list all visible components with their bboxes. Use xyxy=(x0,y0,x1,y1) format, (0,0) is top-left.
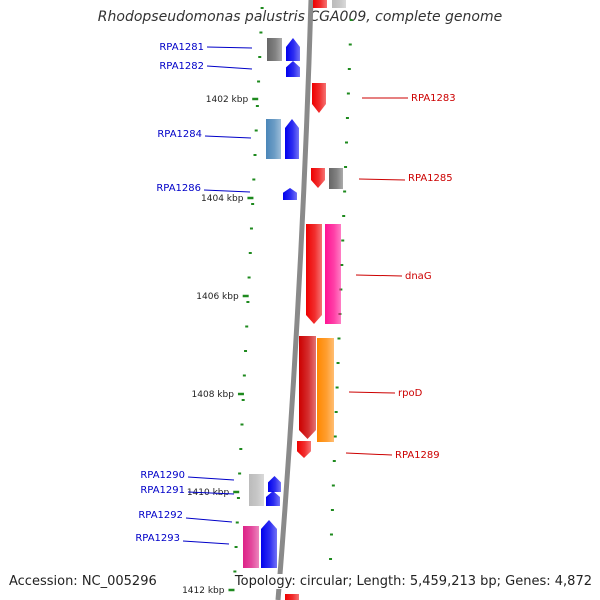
gene-label-rpa1283[interactable]: RPA1283 xyxy=(411,93,456,104)
gene-leader-line xyxy=(355,274,403,277)
scale-label-1412-kbp: 1412 kbp xyxy=(182,586,225,596)
gene-block-rpa1290-gray[interactable] xyxy=(249,474,264,506)
gene-block-rpa1284-steel[interactable] xyxy=(266,119,281,159)
gene-leader-line xyxy=(187,476,235,481)
gene-block-rpod-red[interactable] xyxy=(299,336,316,439)
gene-block-rpa1283[interactable] xyxy=(312,83,326,113)
gene-label-rpa1285[interactable]: RPA1285 xyxy=(408,173,453,184)
genome-title: Rhodopseudomonas palustris CGA009, compl… xyxy=(97,9,503,25)
gene-label-rpa1284[interactable]: RPA1284 xyxy=(157,129,202,140)
scale-label-1408-kbp: 1408 kbp xyxy=(192,390,235,400)
gene-leader-line xyxy=(187,491,235,495)
gene-block-rpa1284[interactable] xyxy=(285,119,299,159)
gene-leader-line xyxy=(345,452,393,456)
gene-block-dnag[interactable] xyxy=(306,224,322,324)
gene-label-rpa1282[interactable]: RPA1282 xyxy=(159,61,204,72)
gene-block-rpa1291[interactable] xyxy=(266,491,280,506)
scale-label-1406-kbp: 1406 kbp xyxy=(196,292,239,302)
gene-label-rpod[interactable]: rpoD xyxy=(398,388,423,399)
gene-label-rpa1293[interactable]: RPA1293 xyxy=(135,533,180,544)
gene-leader-line xyxy=(203,189,251,193)
scale-label-1402-kbp: 1402 kbp xyxy=(206,95,249,105)
gene-leader-line xyxy=(204,135,252,139)
gene-block-rpa1292-magenta[interactable] xyxy=(243,526,259,568)
gene-block-rpa1290[interactable] xyxy=(268,476,281,492)
topology-text: Topology: circular; Length: 5,459,213 bp… xyxy=(234,574,592,589)
gene-block-rpa1281[interactable] xyxy=(286,38,300,61)
gene-leader-line xyxy=(206,65,253,70)
gene-leader-line xyxy=(182,540,230,545)
gene-block-top-red[interactable] xyxy=(313,0,327,8)
gene-leader-line xyxy=(206,46,253,49)
gene-leader-line xyxy=(358,178,406,181)
gene-label-dnag[interactable]: dnaG xyxy=(405,271,432,282)
gene-label-rpa1289[interactable]: RPA1289 xyxy=(395,450,440,461)
genome-backbone xyxy=(275,0,314,600)
accession-text: Accession: NC_005296 xyxy=(9,574,157,589)
gene-block-rpa1286[interactable] xyxy=(283,188,297,200)
scale-label-1404-kbp: 1404 kbp xyxy=(201,194,244,204)
gene-block-rpa1285-gray[interactable] xyxy=(329,168,343,189)
gene-block-rpod[interactable] xyxy=(317,338,334,442)
gene-label-rpa1292[interactable]: RPA1292 xyxy=(138,510,183,521)
gene-label-rpa1281[interactable]: RPA1281 xyxy=(159,42,204,53)
gene-block-bottom-red[interactable] xyxy=(285,594,299,600)
gene-block-rpa1281-gray[interactable] xyxy=(267,38,282,61)
gene-leader-line xyxy=(185,517,233,523)
gene-block-top-gray[interactable] xyxy=(332,0,346,8)
gene-leader-line xyxy=(348,391,396,394)
gene-block-rpa1293[interactable] xyxy=(261,520,277,568)
gene-label-rpa1286[interactable]: RPA1286 xyxy=(156,183,201,194)
gene-block-rpa1282[interactable] xyxy=(286,61,300,77)
gene-block-rpa1289[interactable] xyxy=(297,441,311,458)
gene-block-rpa1285[interactable] xyxy=(311,168,325,188)
gene-label-rpa1291[interactable]: RPA1291 xyxy=(140,485,185,496)
gene-block-dnag-pink[interactable] xyxy=(325,224,341,324)
gene-label-rpa1290[interactable]: RPA1290 xyxy=(140,470,185,481)
